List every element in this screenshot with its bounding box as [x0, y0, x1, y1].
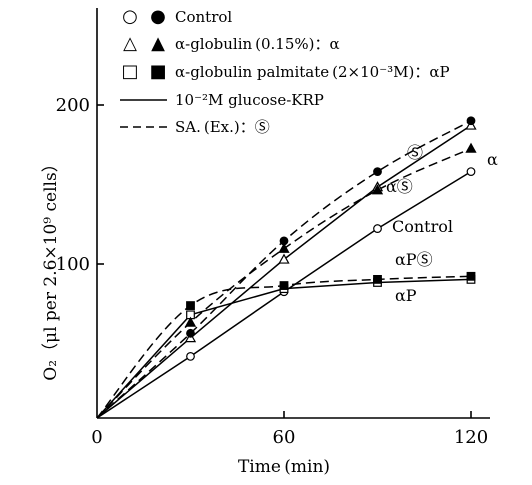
annotation-alpha-s: αⓈ [386, 177, 413, 196]
series-5-point-4 [466, 271, 476, 281]
x-tick-label-120: 120 [454, 427, 488, 448]
series-5-point-2 [279, 281, 289, 290]
series-3-point-3 [373, 167, 382, 177]
series-0-point-1 [186, 352, 195, 361]
series-4-point-1 [184, 316, 197, 327]
series-1-point-2 [278, 253, 290, 264]
series-5-point-1 [186, 301, 195, 310]
annotation-s: Ⓢ [407, 143, 423, 162]
legend-label-sa: SA. (Ex.)：Ⓢ [175, 118, 270, 136]
annotation-alpha: α [487, 150, 498, 169]
series-0-point-4 [466, 167, 476, 177]
legend-label-alpha: α-globulin (0.15%)：α [175, 35, 340, 53]
series-3-point-4 [466, 116, 476, 126]
annotation-alpha-p-s: αPⓈ [395, 250, 433, 269]
annotation-control: Control [392, 217, 453, 236]
annotation-alpha-p: αP [395, 286, 417, 305]
legend-label-alpha-p: α-globulin palmitate (2×10⁻³M)：αP [175, 63, 450, 81]
annotations: Ⓢ α αⓈ Control αPⓈ αP [386, 143, 498, 305]
x-tick-label-60: 60 [273, 427, 296, 448]
series-1-line [96, 124, 472, 419]
legend-label-control: Control [175, 8, 232, 26]
x-tick-label-0: 0 [91, 427, 102, 448]
y-tick-label-100: 100 [56, 254, 90, 275]
plot-area [96, 116, 477, 419]
x-axis-label: Time (min) [238, 457, 330, 477]
legend-marker-circle-filled: ● [150, 6, 166, 27]
legend-marker-square-filled: ■ [149, 61, 166, 82]
legend-marker-triangle-filled: ▲ [151, 33, 165, 54]
series-0-point-3 [373, 224, 382, 233]
series-3-point-1 [186, 328, 195, 338]
legend-marker-square-open: □ [121, 61, 138, 82]
y-tick-label-200: 200 [56, 95, 90, 116]
series-5-point-3 [373, 275, 382, 284]
series-4-point-2 [278, 242, 290, 253]
series-4-point-4 [465, 142, 477, 153]
series-3-line [96, 120, 472, 419]
legend-marker-triangle-open: △ [123, 33, 137, 54]
legend-marker-circle-open: ○ [122, 6, 138, 27]
series-4-point-3 [371, 184, 384, 195]
legend: ○ ● Control △ ▲ α-globulin (0.15%)：α □ ■… [120, 6, 450, 136]
y-axis-label: O₂（μl per 2.6×10⁹ cells） [41, 155, 61, 380]
legend-label-glucose: 10⁻²M glucose-KRP [175, 91, 324, 109]
